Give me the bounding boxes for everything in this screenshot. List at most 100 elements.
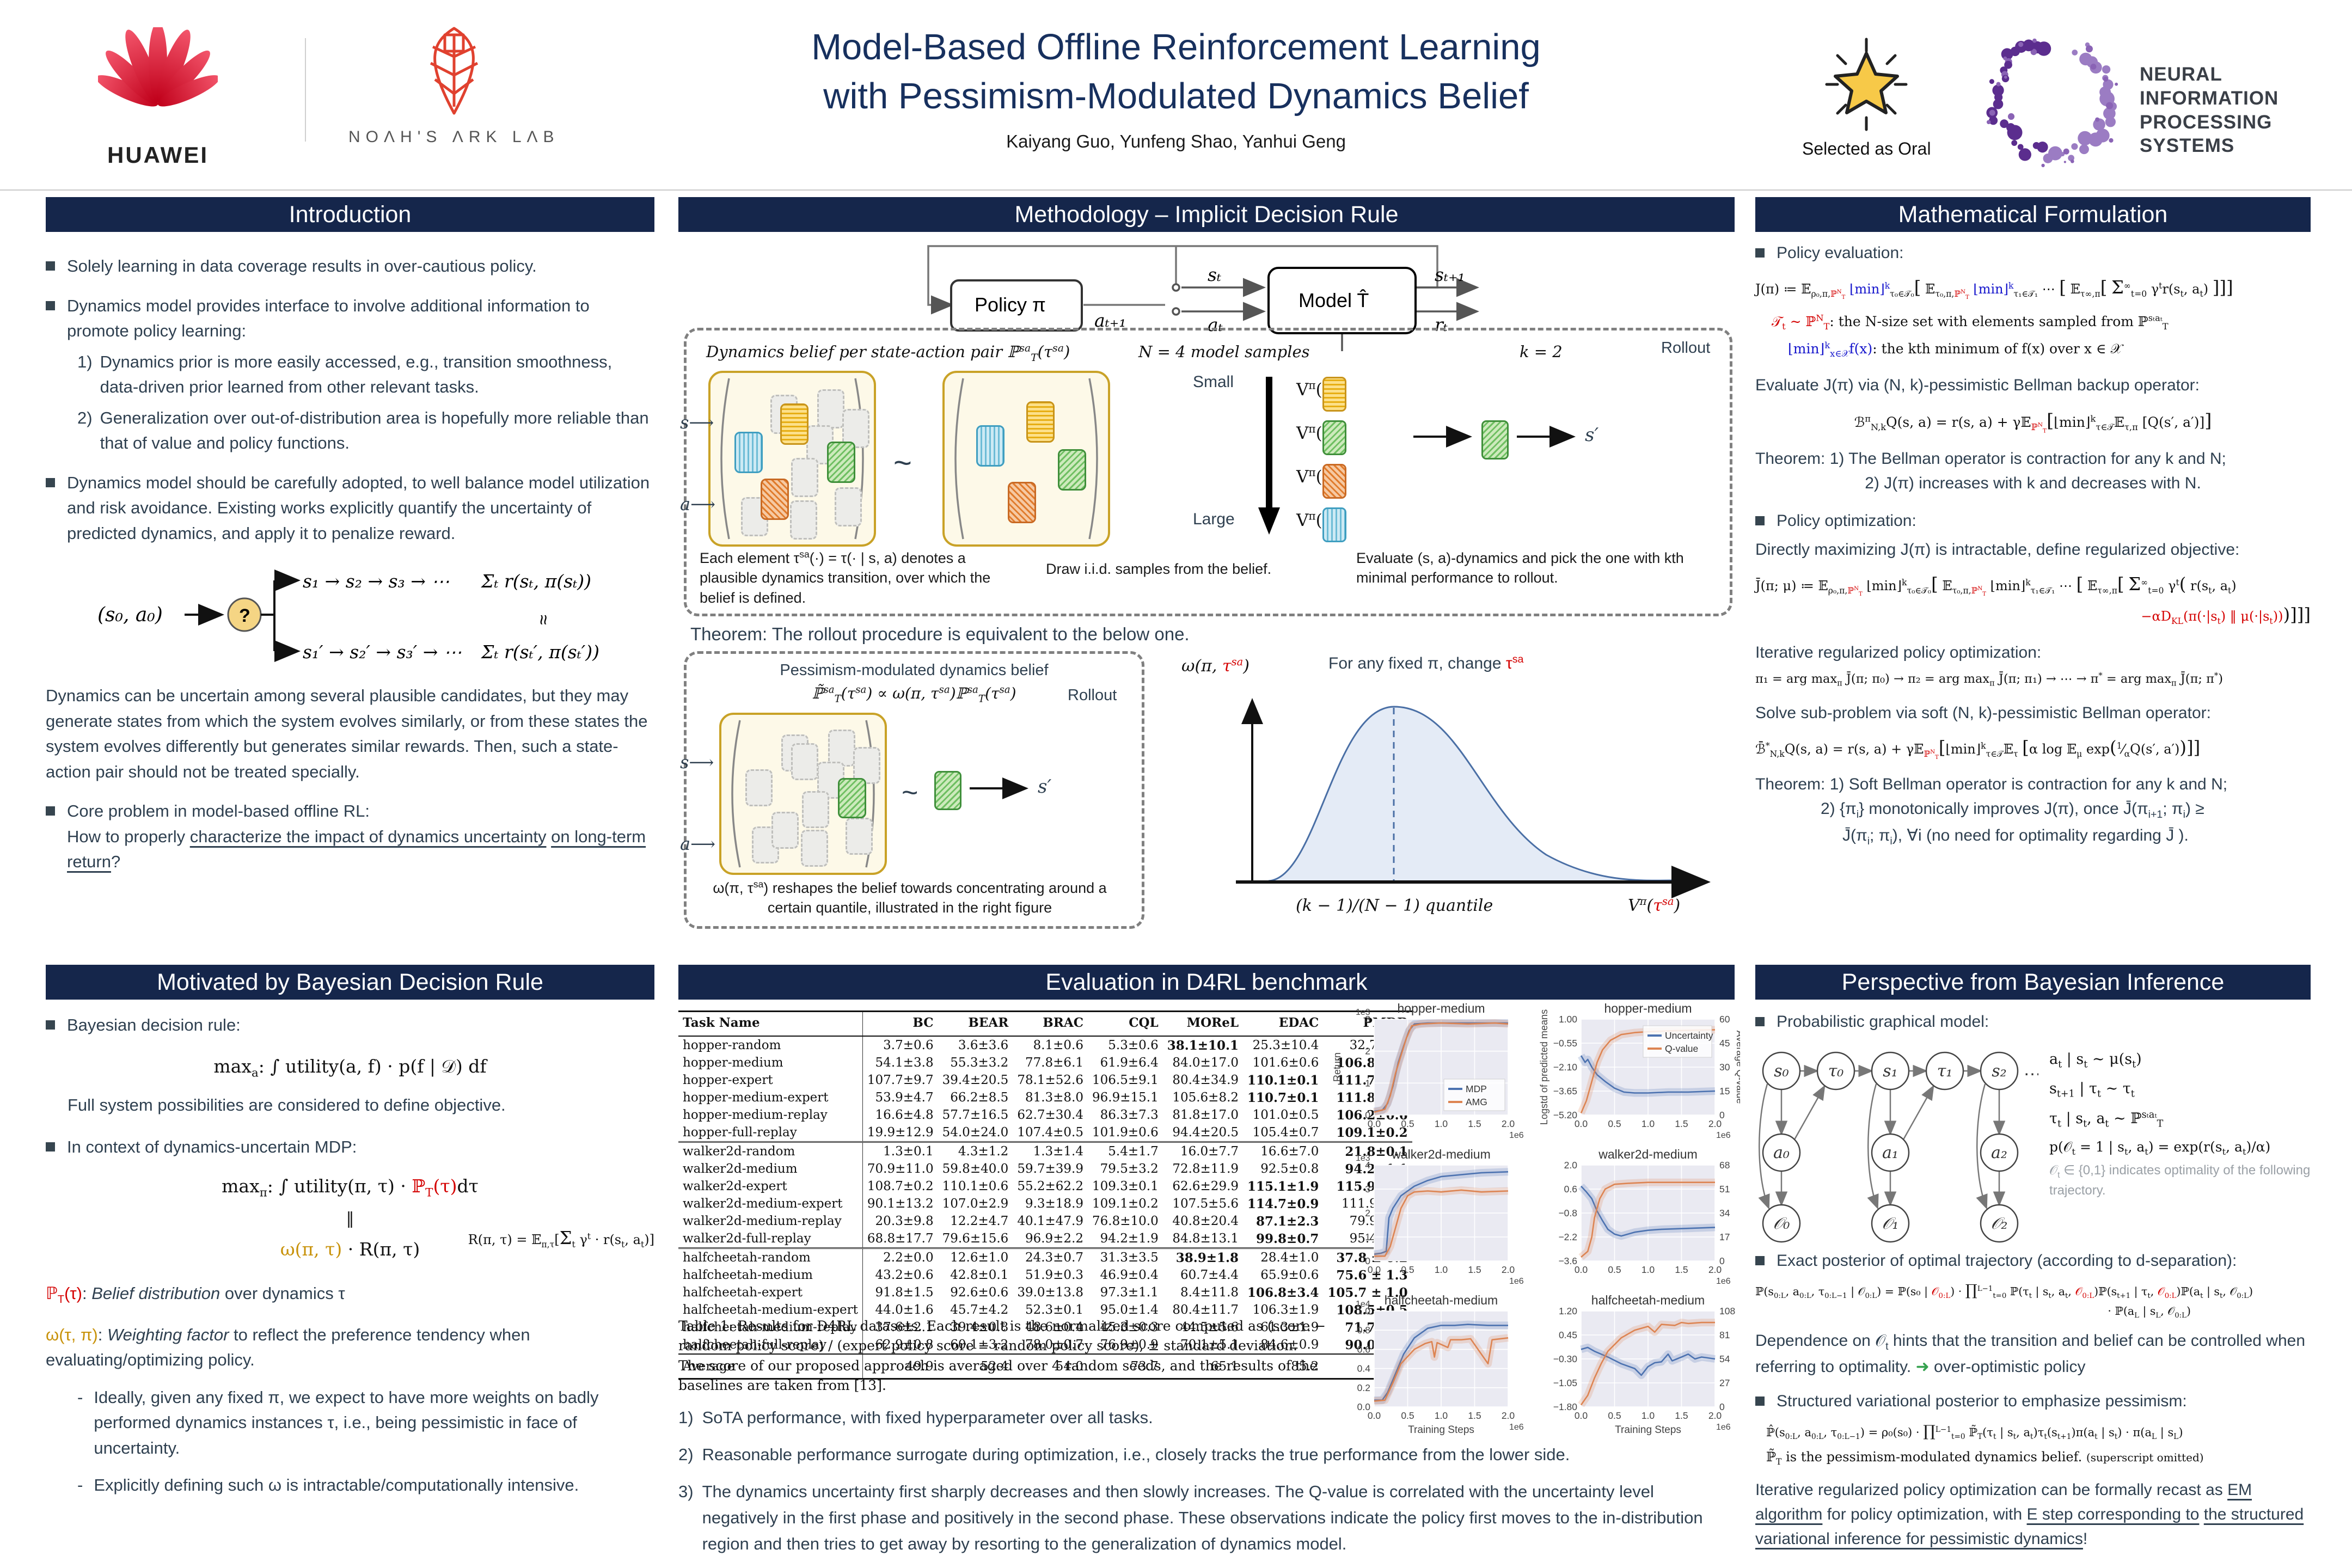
table-cell: 107.5±5.6 [1172, 1197, 1239, 1211]
chart-text: 1.00 [1559, 1014, 1577, 1025]
table-cell: 53.9±4.7 [862, 1089, 938, 1106]
chart-text: s₀ [1774, 1062, 1788, 1081]
table-cell: halfcheetah-full-replay [683, 1338, 827, 1352]
table-cell: 49.9 [862, 1353, 938, 1380]
chart-text: 0.2 [1357, 1382, 1370, 1393]
table-cell: 94.2±1.9 [1100, 1232, 1159, 1246]
table-cell: 79.6±15.6 [942, 1232, 1009, 1246]
table-cell: 46.9±0.4 [1100, 1268, 1159, 1282]
table-cell: 12.2±4.7 [950, 1214, 1009, 1228]
pm-rollout-label: Rollout [1068, 687, 1117, 704]
table-cell: halfcheetah-expert [683, 1285, 803, 1300]
posterior-label: Exact posterior of optimal trajectory (a… [1777, 1252, 2237, 1270]
table-cell: 80.4±11.7 [1172, 1303, 1239, 1317]
table-cell: 76.9±0.9 [1100, 1338, 1159, 1352]
table-cell: 16.0±7.7 [1162, 1141, 1244, 1160]
chart-text: 0.5 [1401, 1264, 1414, 1275]
table-cell: 31.3±3.5 [1088, 1247, 1163, 1266]
em-conclusion: Iterative regularized policy optimizatio… [1755, 1481, 2304, 1548]
chart-text: walker2d-medium [1391, 1147, 1491, 1161]
k-label: k = 2 [1520, 342, 1563, 361]
table-cell: 45.7±4.2 [950, 1303, 1009, 1317]
quantile-note: For any fixed π, change τsa [1328, 653, 1524, 672]
introduction-content: Solely learning in data coverage results… [46, 240, 654, 875]
chart-text: 0 [1719, 1110, 1725, 1120]
table-cell: 70.1±5.1 [1180, 1338, 1239, 1352]
table-cell: halfcheetah-medium [683, 1268, 813, 1282]
chart-text: Training Steps [1408, 1424, 1474, 1436]
chart-text: −3.6 [1558, 1255, 1577, 1266]
table-cell: 57.7±16.5 [942, 1108, 1009, 1122]
chart-text: a₀ [1773, 1143, 1790, 1162]
table-cell: hopper-expert [683, 1073, 773, 1087]
table-cell: walker2d-medium-replay [683, 1214, 842, 1228]
table-cell: hopper-full-replay [683, 1125, 797, 1140]
table-cell: 9.3±18.9 [1025, 1197, 1084, 1211]
pgm-equations: at | st ∼ μ(st) st+1 | τt ∼ τt τt | st, … [2049, 1051, 2311, 1198]
chart-panel-hopper-medium-1: hopper-medium1.00−0.55−2.10−3.65−5.200.0… [1540, 1001, 1740, 1140]
dynamics-cell-g [801, 830, 828, 867]
chart-text: Training Steps [1615, 1424, 1681, 1436]
chart-text: 0 [1365, 1255, 1370, 1266]
table-cell: 84.6±0.9 [1260, 1338, 1319, 1352]
neurips-line-1: NEURAL INFORMATION [2140, 64, 2279, 109]
table-cell: 109.3±0.1 [1092, 1179, 1159, 1193]
table-cell: hopper-medium-replay [683, 1108, 828, 1122]
neurips-logo [1960, 16, 2134, 182]
col-header: MOReL [1162, 1011, 1244, 1037]
table-cell: 40.8±20.4 [1172, 1214, 1239, 1228]
poster-title: Model-Based Offline Reinforcement Learni… [659, 23, 1693, 152]
table-cell: 39.4±0.8 [950, 1320, 1009, 1334]
bayes-rule-formula: maxa: ∫ utility(a, f) · p(f | 𝒟) df [213, 1055, 487, 1080]
theorem2-line3: J̄(πi; πi), ∀i (no need for optimality r… [1842, 826, 2189, 847]
table-cell: halfcheetah-medium-expert [683, 1303, 858, 1317]
table-row: hopper-random 3.7±0.6 3.6±3.6 8.1±0.6 5.3±0.… [678, 1036, 1412, 1054]
table-cell: 108.7±0.2 [862, 1178, 938, 1195]
chart-text: 0.45 [1559, 1330, 1577, 1340]
bullet-icon [46, 301, 55, 310]
bullet-icon [46, 261, 55, 271]
opt-intro: Directly maximizing J(π) is intractable,… [1755, 541, 2240, 559]
motivated-content: Bayesian decision rule: maxa: ∫ utility(… [46, 1007, 654, 1498]
table-cell: 4.3±1.2 [938, 1141, 1013, 1160]
table-cell: 8.1±0.6 [1033, 1038, 1084, 1052]
table-cell: 52.4 [938, 1353, 1013, 1380]
table-cell: 12.6±1.0 [938, 1247, 1013, 1266]
chart-text: −3.65 [1553, 1086, 1577, 1097]
chart-text: AMG [1466, 1097, 1487, 1107]
svp-label: Structured variational posterior to emph… [1777, 1392, 2187, 1410]
table-cell: 85.2 [1243, 1353, 1324, 1380]
table-cell: 21.8±0.1 [1323, 1141, 1412, 1160]
chart-text: 2.0 [1502, 1118, 1515, 1129]
v-entry-orange: Vπ() [1296, 464, 1346, 499]
table-cell: 62.7±30.4 [1017, 1108, 1084, 1122]
table-cell: walker2d-medium-expert [683, 1197, 843, 1211]
table-cell: 95.0±1.4 [1100, 1303, 1159, 1317]
intro-core-question: How to properly characterize the impact … [67, 826, 646, 872]
chart-text: 108 [1719, 1306, 1735, 1316]
chart-text: 2.0 [1708, 1264, 1722, 1275]
table-cell: walker2d-random [678, 1141, 863, 1160]
chart-text: 54 [1719, 1353, 1730, 1364]
svg-text:(s₀, a₀): (s₀, a₀) [97, 604, 163, 626]
table-cell: 97.3±1.1 [1100, 1285, 1159, 1300]
table-row: halfcheetah-medium-expert 44.0±1.6 45.7±4.… [678, 1301, 1412, 1319]
dynamics-cell-g [791, 743, 818, 780]
intro-core-problem: Core problem in model-based offline RL: … [67, 801, 646, 872]
table-cell: 55.2±62.2 [1017, 1179, 1084, 1193]
chart-text: 0.0 [1575, 1410, 1588, 1421]
chart-text: 27 [1719, 1377, 1730, 1388]
chart-text: 0.0 [1575, 1264, 1588, 1275]
chart-text: 1e6 [1509, 1423, 1524, 1432]
chart-text: 𝒪₂ [1991, 1214, 2008, 1233]
bayes-content: Probabilistic graphical model: s₀ τ₀ s₁ τ₁ s… [1755, 1006, 2311, 1551]
dynamics-cell-o [761, 479, 789, 520]
svg-text:Policy π: Policy π [975, 293, 1046, 316]
table-cell: 48.6±0.4 [1025, 1320, 1084, 1334]
picked-model-cell [1481, 420, 1509, 460]
selected-as-oral-label: Selected as Oral [1802, 139, 1931, 158]
chart-text: 45 [1719, 1038, 1730, 1049]
table-cell: 92.5±0.8 [1260, 1162, 1319, 1176]
table-cell: 1.3±1.4 [1013, 1141, 1088, 1160]
